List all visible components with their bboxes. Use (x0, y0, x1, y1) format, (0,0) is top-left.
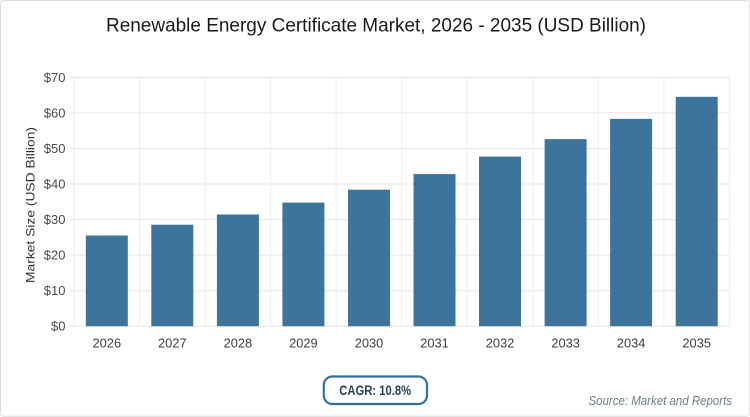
svg-text:$50: $50 (44, 141, 66, 156)
svg-text:2032: 2032 (486, 336, 515, 351)
svg-text:$60: $60 (44, 105, 66, 120)
svg-text:2028: 2028 (224, 336, 253, 351)
svg-text:$20: $20 (44, 248, 66, 263)
svg-text:2030: 2030 (355, 336, 384, 351)
svg-text:CAGR: 10.8%: CAGR: 10.8% (339, 383, 411, 398)
svg-text:2035: 2035 (682, 336, 711, 351)
svg-text:Source: Market and Reports: Source: Market and Reports (589, 393, 733, 408)
svg-text:2029: 2029 (289, 336, 318, 351)
svg-text:Market Size (USD Billion): Market Size (USD Billion) (24, 127, 38, 283)
svg-text:$0: $0 (51, 319, 65, 334)
svg-text:$30: $30 (44, 212, 66, 227)
svg-text:$40: $40 (44, 177, 66, 192)
svg-text:2026: 2026 (93, 336, 122, 351)
svg-text:2034: 2034 (617, 336, 646, 351)
svg-text:2031: 2031 (420, 336, 449, 351)
svg-text:2027: 2027 (158, 336, 187, 351)
svg-text:2033: 2033 (551, 336, 580, 351)
svg-text:$10: $10 (44, 283, 66, 298)
svg-text:Renewable Energy Certificate M: Renewable Energy Certificate Market, 202… (106, 15, 646, 37)
svg-text:$70: $70 (44, 70, 66, 85)
